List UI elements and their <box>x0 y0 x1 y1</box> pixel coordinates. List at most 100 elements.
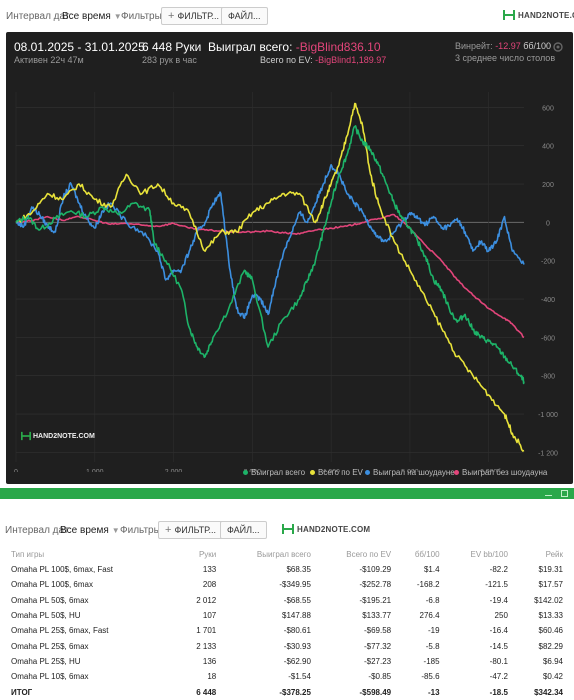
table-cell: -18.5 <box>489 687 508 697</box>
table-cell: Omaha PL 50$, HU <box>11 611 81 621</box>
table-cell: -$69.58 <box>363 626 392 636</box>
logo-text: HAND2NOTE.COM <box>297 524 371 534</box>
series-line-1 <box>15 102 525 452</box>
bottom-toolbar: Интервал дат: Все время ▼ Фильтры: + ФИЛЬТ… <box>0 514 574 546</box>
table-cell: -$1.54 <box>288 672 311 682</box>
y-tick-label: 400 <box>542 144 554 151</box>
table-cell: -16.4 <box>489 626 508 636</box>
table-header-row: Тип игры Руки Выиграл всего Всего по EV … <box>8 547 566 562</box>
table-cell: -$195.21 <box>359 595 392 605</box>
table-cell: 2 012 <box>196 595 217 605</box>
table-cell: Omaha PL 100$, 6max <box>11 580 93 590</box>
filter-button[interactable]: + ФИЛЬТР... <box>161 7 226 25</box>
table-cell: -$349.95 <box>279 580 311 590</box>
interval-select[interactable]: Все время ▼ <box>62 11 122 22</box>
hands-count: 6 448 Руки <box>142 40 202 54</box>
ev-value: -BigBlind1,189.97 <box>315 55 387 65</box>
interval-label: Интервал дат: <box>5 525 72 536</box>
plus-icon: + <box>165 524 172 536</box>
interval-select[interactable]: Все время ▼ <box>60 525 120 536</box>
file-button[interactable]: ФАЙЛ... <box>221 7 268 25</box>
chart-watermark: HAND2NOTE.COM <box>21 431 95 441</box>
chart-grid <box>15 92 524 462</box>
column-header[interactable]: Всего по EV <box>346 550 392 559</box>
x-tick-label: 1 000 <box>86 469 104 472</box>
table-cell: $142.02 <box>534 595 563 605</box>
chevron-down-icon: ▼ <box>111 526 120 535</box>
y-tick-label: 200 <box>542 182 554 189</box>
logo-text: HAND2NOTE.COM <box>518 10 574 20</box>
column-header[interactable]: EV bb/100 <box>470 550 508 559</box>
chart-ticks: 600 400 200 0 -200 -400 -600 -800 -1 000 -1 200 0 1… <box>14 105 558 472</box>
table-row[interactable]: Omaha PL 50$, 6max 2 012 -$68.55 -$195.21 -6… <box>8 593 566 608</box>
table-cell: $68.35 <box>286 565 311 575</box>
table-cell: 18 <box>207 672 217 682</box>
filter-button[interactable]: + ФИЛЬТР... <box>158 521 223 539</box>
table-row[interactable]: Omaha PL 100$, 6max 208 -$349.95 -$252.78 -1… <box>8 577 566 592</box>
y-tick-label: -800 <box>541 374 555 381</box>
table-row[interactable]: Omaha PL 25$, HU 136 -$62.90 -$27.23 -185 -80… <box>8 654 566 669</box>
column-header[interactable]: Выиграл всего <box>256 550 311 559</box>
minimize-icon[interactable] <box>545 490 552 496</box>
x-tick-label: 6 000 <box>480 469 498 472</box>
winrate-label: Винрейт: <box>455 41 493 51</box>
series-line-3 <box>16 213 525 339</box>
table-cell: -6.8 <box>425 595 440 605</box>
table-cell: -$62.90 <box>283 656 311 666</box>
x-tick-label: 4 000 <box>322 469 340 472</box>
table-cell: -$0.85 <box>368 672 392 682</box>
table-cell: -5.8 <box>425 641 440 651</box>
table-cell: -$109.29 <box>359 565 392 575</box>
table-cell: -185 <box>423 656 440 666</box>
legend-label: Выиграл без шоудауна <box>462 468 548 477</box>
table-cell: -19.4 <box>489 595 508 605</box>
interval-value: Все время <box>62 11 111 22</box>
table-cell: $13.33 <box>538 611 563 621</box>
table-cell: Omaha PL 10$, 6max <box>11 672 89 682</box>
table-cell: $342.34 <box>534 687 563 697</box>
table-cell: -$80.61 <box>283 626 311 636</box>
table-cell: 276.4 <box>419 611 440 621</box>
column-header[interactable]: Рейк <box>545 550 563 559</box>
column-header[interactable]: Тип игры <box>11 550 45 559</box>
legend-item-won[interactable]: Выиграл всего <box>243 468 305 477</box>
file-button[interactable]: ФАЙЛ... <box>220 521 267 539</box>
series-line-2 <box>15 164 525 319</box>
legend-item-ev[interactable]: Всего по EV <box>310 468 363 477</box>
bankroll-chart: 600 400 200 0 -200 -400 -600 -800 -1 000 -1 200 0 1… <box>14 92 558 472</box>
winrate-value: -12.97 <box>495 41 521 51</box>
legend-dot-icon <box>243 470 248 475</box>
hand2note-logo-icon <box>282 524 294 534</box>
table-cell: $6.94 <box>542 656 563 666</box>
table-row[interactable]: Omaha PL 50$, HU 107 $147.88 $133.77 276.4 25… <box>8 608 566 623</box>
table-cell: -$77.32 <box>363 641 392 651</box>
table-cell: 133 <box>202 565 217 575</box>
table-row[interactable]: Omaha PL 25$, 6max, Fast 1 701 -$80.61 -$69… <box>8 623 566 638</box>
table-cell: -$27.23 <box>363 656 392 666</box>
hand2note-logo: HAND2NOTE.COM <box>503 9 574 21</box>
table-cell: $17.57 <box>538 580 563 590</box>
table-cell: ИТОГ <box>11 687 33 697</box>
table-cell: $19.31 <box>538 565 563 575</box>
table-row[interactable]: Omaha PL 100$, 6max, Fast 133 $68.35 -$109.… <box>8 562 566 577</box>
table-cell: Omaha PL 25$, HU <box>11 656 81 666</box>
filter-button-label: ФИЛЬТР... <box>174 525 216 535</box>
table-total-row[interactable]: ИТОГ 6 448 -$378.25 -$598.49 -13 -18.5 $342.34 <box>8 684 566 699</box>
game-stats-table: Тип игры Руки Выиграл всего Всего по EV … <box>8 547 566 700</box>
table-cell: -80.1 <box>489 656 508 666</box>
plus-icon: + <box>168 10 175 22</box>
table-cell: -$598.49 <box>359 687 392 697</box>
legend-item-nonshowdown[interactable]: Выиграл без шоудауна <box>454 468 547 477</box>
table-cell: -$68.55 <box>283 595 311 605</box>
filters-label: Фильтры: <box>121 11 165 22</box>
legend-dot-icon <box>365 470 370 475</box>
gear-icon[interactable] <box>552 41 564 53</box>
series-line-0 <box>15 125 525 385</box>
legend-item-showdown[interactable]: Выиграл на шоудауне <box>365 468 455 477</box>
maximize-icon[interactable] <box>561 490 568 497</box>
column-header[interactable]: Руки <box>198 550 217 559</box>
table-cell: $60.46 <box>538 626 563 636</box>
table-row[interactable]: Omaha PL 10$, 6max 18 -$1.54 -$0.85 -85.6 -47… <box>8 669 566 684</box>
column-header[interactable]: бб/100 <box>414 550 440 559</box>
table-row[interactable]: Omaha PL 25$, 6max 2 133 -$30.93 -$77.32 -5.… <box>8 638 566 653</box>
